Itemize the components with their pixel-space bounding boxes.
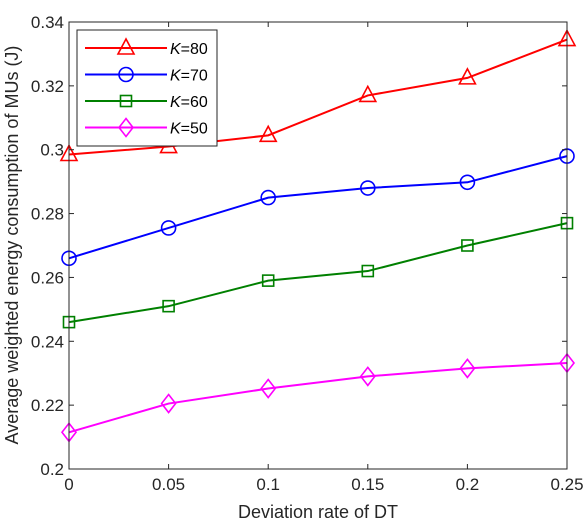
legend-entry: K=80 [85, 37, 208, 58]
legend-label: K=60 [170, 94, 208, 111]
series-K=70 [61, 148, 575, 267]
y-tick-label: 0.34 [31, 13, 64, 32]
y-tick-label: 0.3 [40, 141, 64, 160]
y-tick-label: 0.32 [31, 77, 64, 96]
legend-entry: K=70 [85, 66, 208, 85]
legend-entry: K=50 [85, 117, 208, 138]
x-tick-label: 0 [64, 475, 73, 494]
y-axis-title: Average weighted energy consumption of M… [2, 46, 22, 445]
x-axis-title: Deviation rate of DT [238, 502, 398, 522]
axes-layer [68, 21, 568, 470]
x-tick-label: 0.1 [256, 475, 280, 494]
legend-label-variable: K [170, 121, 182, 138]
y-tick-label: 0.24 [31, 332, 64, 351]
data-point-square [461, 239, 474, 252]
data-point-square [361, 264, 375, 278]
legend-label-variable: K [170, 41, 182, 58]
data-point-diamond [359, 366, 376, 387]
legend-label-value: =80 [181, 41, 208, 58]
series-line [68, 362, 568, 434]
series-line [68, 222, 568, 324]
legend-label-variable: K [170, 94, 182, 111]
x-tick-label: 0.2 [456, 475, 480, 494]
data-point-triangle [458, 67, 477, 85]
legend-label: K=50 [170, 121, 208, 138]
data-point-diamond [160, 393, 177, 414]
data-point-circle [260, 189, 277, 206]
legend-label-value: =60 [181, 94, 208, 111]
y-tick-label: 0.26 [31, 268, 64, 287]
x-tick-label: 0.15 [351, 475, 384, 494]
data-point-diamond [459, 358, 476, 379]
series-line [68, 38, 568, 156]
data-point-circle [160, 220, 177, 236]
y-tick-label: 0.28 [31, 205, 64, 224]
legend-marker-circle [118, 66, 134, 83]
legend-marker-diamond [117, 117, 135, 138]
series-line [68, 155, 568, 260]
legend-label-variable: K [170, 68, 182, 85]
data-point-circle [459, 174, 476, 191]
legend: K=80K=70K=60K=50 [76, 29, 218, 147]
legend-marker-triangle [116, 37, 136, 55]
data-point-triangle [258, 124, 278, 143]
data-point-diamond [260, 378, 277, 399]
legend-marker-square [119, 94, 133, 108]
y-tick-label: 0.2 [40, 460, 64, 479]
data-point-square [261, 274, 275, 287]
legend-label: K=80 [170, 41, 208, 58]
legend-label-value: =50 [181, 121, 208, 138]
x-tick-label: 0.25 [550, 475, 583, 494]
legend-label: K=70 [170, 68, 208, 85]
y-tick-label: 0.22 [31, 396, 64, 415]
legend-entry: K=60 [85, 94, 208, 111]
series-K=60 [62, 216, 574, 329]
data-point-circle [359, 180, 376, 196]
ticks-layer: 0 0.05 0.1 0.15 0.2 0.25 0.2 0.22 0.24 0.26 0.28 0.… [31, 13, 584, 494]
data-point-square [162, 299, 175, 313]
axes-box [68, 21, 568, 470]
x-tick-label: 0.05 [152, 475, 185, 494]
data-point-triangle [358, 84, 378, 103]
legend-label-value: =70 [181, 68, 208, 85]
